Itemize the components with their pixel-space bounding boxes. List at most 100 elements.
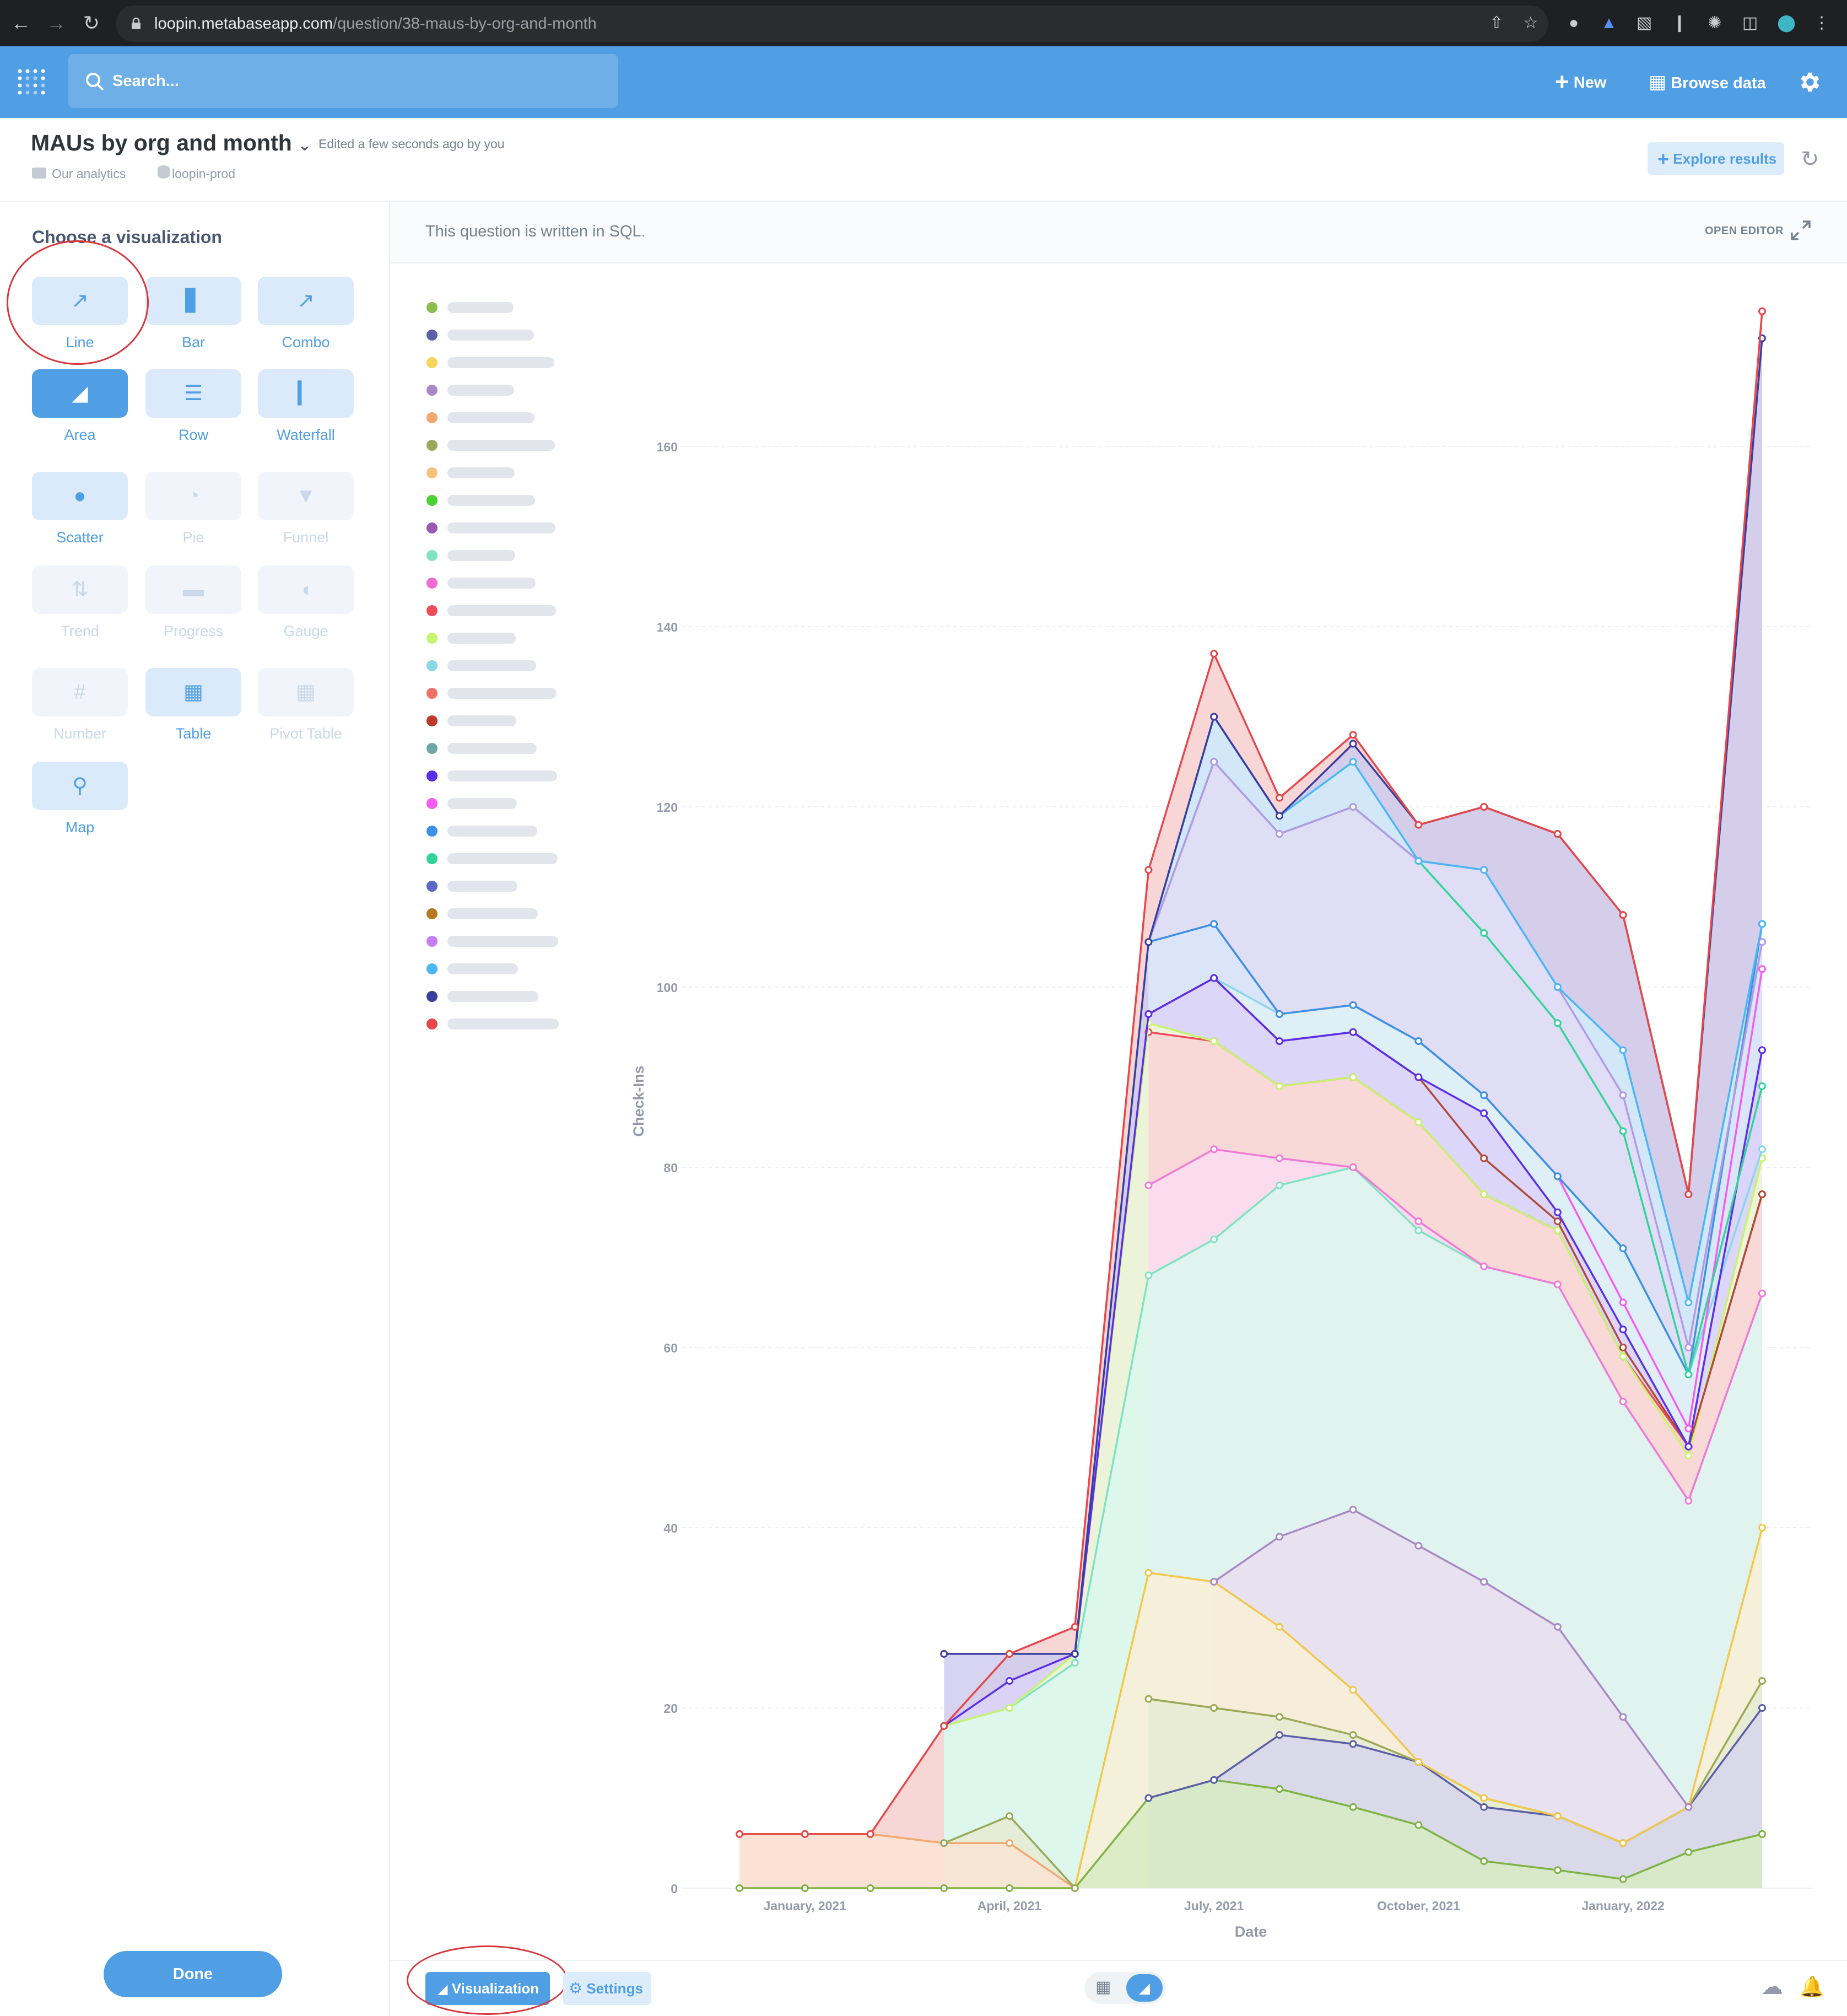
chevron-down-icon[interactable]: ⌄ — [298, 137, 311, 154]
done-button[interactable]: Done — [104, 1951, 282, 1997]
viz-option-waterfall[interactable]: ▎ — [258, 369, 354, 418]
y-axis-label: Check-Ins — [630, 1065, 647, 1136]
viz-option-pivot-table: ▦ — [258, 668, 354, 716]
data-point — [1210, 1145, 1218, 1153]
data-point — [1553, 1019, 1562, 1027]
chrome-menu-icon[interactable]: ⋮ — [1813, 14, 1830, 32]
settings-button[interactable]: ⚙ Settings — [563, 1972, 651, 2005]
share-icon[interactable]: ⇧ — [1489, 14, 1504, 32]
data-point — [1414, 1217, 1423, 1226]
legend-label-blurred — [447, 550, 515, 561]
data-point — [1758, 965, 1766, 973]
data-point — [1553, 1226, 1562, 1235]
refresh-icon[interactable]: ↻ — [1801, 147, 1819, 171]
table-icon[interactable]: ▦ — [1095, 1978, 1111, 1996]
annotation-circle-line — [7, 240, 149, 365]
bitwarden-extension-icon[interactable]: ▲ — [1601, 14, 1617, 32]
legend-swatch — [426, 826, 438, 837]
data-point — [1275, 794, 1283, 802]
gear-icon[interactable] — [1796, 69, 1822, 95]
browser-toolbar: ← → ↻ loopin.metabaseapp.com/question/38… — [0, 0, 1847, 46]
search-input[interactable]: Search... — [68, 54, 618, 108]
viz-option-table[interactable]: ▦ — [145, 668, 241, 716]
data-point — [1553, 983, 1562, 991]
viz-option-scatter[interactable]: ● — [32, 472, 128, 520]
data-point — [1480, 1109, 1488, 1117]
database-breadcrumb[interactable]: loopin-prod — [172, 166, 236, 181]
data-point — [1758, 1830, 1766, 1838]
data-point — [1275, 1154, 1283, 1162]
explore-results-button[interactable]: + Explore results — [1648, 142, 1784, 175]
data-point — [1619, 1046, 1627, 1054]
series-line — [739, 311, 1763, 1835]
legend-swatch — [426, 908, 438, 919]
data-point — [940, 1839, 948, 1847]
address-bar[interactable]: loopin.metabaseapp.com/question/38-maus-… — [116, 6, 1548, 42]
pivot-table-icon: ▦ — [296, 681, 316, 704]
viz-option-map[interactable]: ⚲ — [32, 762, 128, 810]
browse-data-button[interactable]: ▦ Browse data — [1649, 46, 1766, 118]
legend-swatch — [426, 330, 438, 341]
viz-option-label: Trend — [61, 623, 99, 639]
legend-label-blurred — [447, 1018, 559, 1029]
extension-icon[interactable]: ▧ — [1636, 14, 1652, 32]
legend-label-blurred — [447, 578, 536, 589]
data-point — [1758, 1524, 1766, 1532]
data-point — [1553, 830, 1562, 838]
viz-option-trend: ⇅ — [32, 565, 128, 614]
puzzle-extensions-icon[interactable]: ✺ — [1708, 14, 1722, 32]
bookmark-star-icon[interactable]: ☆ — [1523, 14, 1538, 32]
legend-swatch — [426, 688, 438, 699]
legend-swatch — [426, 660, 438, 671]
legend-label-blurred — [447, 605, 556, 616]
viz-option-bar[interactable]: ▋ — [145, 277, 241, 325]
viz-option-row[interactable]: ☰ — [145, 369, 241, 418]
x-tick-label: January, 2022 — [1581, 1899, 1664, 1913]
metabase-logo-icon[interactable] — [17, 68, 50, 96]
question-title[interactable]: MAUs by org and month ⌄ — [31, 130, 311, 156]
data-point — [1758, 307, 1766, 315]
new-label: New — [1573, 74, 1607, 91]
data-point — [1414, 1037, 1423, 1045]
forward-icon[interactable]: → — [46, 12, 66, 34]
expand-icon[interactable] — [1790, 219, 1812, 241]
bell-icon[interactable]: 🔔 — [1800, 1975, 1824, 1998]
data-point — [1210, 713, 1218, 721]
side-panel-icon[interactable]: ◫ — [1742, 14, 1758, 32]
reload-icon[interactable]: ↻ — [83, 12, 100, 34]
viz-option-area[interactable]: ◢ — [32, 369, 128, 418]
profile-avatar-icon[interactable]: ⬤ — [1777, 14, 1796, 32]
data-point — [1480, 1578, 1488, 1586]
data-point — [1553, 1208, 1562, 1216]
data-point — [940, 1722, 948, 1730]
data-point — [1210, 1704, 1218, 1712]
y-tick-label: 20 — [663, 1701, 678, 1716]
data-point — [1005, 1812, 1013, 1820]
table-chart-toggle[interactable]: ▦ ◢ — [1084, 1972, 1166, 2004]
viz-option-combo[interactable]: ↗ — [258, 277, 354, 325]
data-point — [1275, 812, 1283, 820]
y-tick-label: 40 — [663, 1521, 678, 1535]
collection-breadcrumb[interactable]: Our analytics — [52, 166, 126, 181]
data-point — [1275, 1082, 1283, 1090]
data-point — [1619, 1091, 1627, 1099]
viz-option-label: Gauge — [283, 623, 328, 639]
data-point — [1480, 1794, 1488, 1802]
data-point — [1414, 821, 1423, 829]
github-extension-icon[interactable]: ● — [1568, 14, 1579, 32]
viz-option-progress: ▬ — [145, 565, 241, 614]
chart-icon[interactable]: ◢ — [1126, 1974, 1163, 2002]
open-editor-button[interactable]: OPEN EDITOR — [1705, 225, 1784, 237]
back-icon[interactable]: ← — [11, 12, 31, 34]
viz-option-label: Table — [175, 725, 212, 742]
download-icon[interactable]: ☁ — [1761, 1975, 1783, 1999]
last-edited-info[interactable]: Edited a few seconds ago by you — [318, 137, 505, 151]
viz-option-label: Row — [178, 427, 208, 443]
map-pin-icon: ⚲ — [72, 774, 88, 797]
data-point — [1619, 1875, 1627, 1883]
extension-icon-2[interactable]: ❙ — [1672, 14, 1687, 32]
data-point — [1210, 1235, 1218, 1243]
url-text: loopin.metabaseapp.com/question/38-maus-… — [154, 6, 597, 42]
new-button[interactable]: + New — [1555, 46, 1606, 118]
legend-swatch — [426, 991, 438, 1002]
